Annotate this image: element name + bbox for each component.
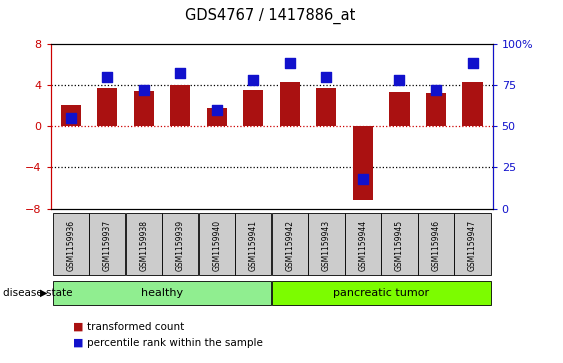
Text: GSM1159941: GSM1159941 [249,220,258,271]
Text: ■: ■ [73,338,84,348]
Point [468,61,477,66]
Text: GSM1159946: GSM1159946 [431,220,440,271]
Point [359,176,368,182]
Text: transformed count: transformed count [87,322,185,332]
Text: GSM1159943: GSM1159943 [322,220,331,271]
Bar [454,213,490,275]
Text: GSM1159940: GSM1159940 [212,220,221,271]
Point [212,107,221,113]
Text: healthy: healthy [141,288,183,298]
Bar [390,92,409,126]
Point [66,115,75,121]
Bar [272,213,308,275]
Text: ▶: ▶ [41,288,48,298]
Bar [162,213,198,275]
Bar [353,126,373,200]
Point [249,77,258,83]
Bar [426,93,446,126]
Bar [316,88,337,126]
Bar [199,213,235,275]
Text: pancreatic tumor: pancreatic tumor [333,288,429,298]
Text: GSM1159942: GSM1159942 [285,220,294,271]
Point [176,70,185,76]
Text: GSM1159944: GSM1159944 [359,220,368,271]
Text: percentile rank within the sample: percentile rank within the sample [87,338,263,348]
Bar [126,213,162,275]
Bar [462,82,482,126]
Bar [170,85,190,126]
Bar [97,88,117,126]
Text: GSM1159947: GSM1159947 [468,220,477,271]
Point [139,87,148,93]
Bar [381,213,418,275]
Point [431,87,440,93]
Bar [61,106,81,126]
Bar [418,213,454,275]
Text: disease state: disease state [3,288,72,298]
Bar [53,213,89,275]
Bar [309,213,345,275]
Point [322,74,331,79]
Bar [280,82,300,126]
Bar [345,213,381,275]
Bar [89,213,126,275]
Bar [53,281,271,305]
Text: GSM1159938: GSM1159938 [139,220,148,271]
Bar [235,213,271,275]
Bar [272,281,490,305]
Text: GDS4767 / 1417886_at: GDS4767 / 1417886_at [185,7,355,24]
Bar [243,90,263,126]
Point [103,74,112,79]
Bar [207,107,227,126]
Bar [134,91,154,126]
Text: ■: ■ [73,322,84,332]
Text: GSM1159937: GSM1159937 [103,220,112,271]
Text: GSM1159939: GSM1159939 [176,220,185,271]
Point [395,77,404,83]
Text: GSM1159945: GSM1159945 [395,220,404,271]
Text: GSM1159936: GSM1159936 [66,220,75,271]
Point [285,61,294,66]
